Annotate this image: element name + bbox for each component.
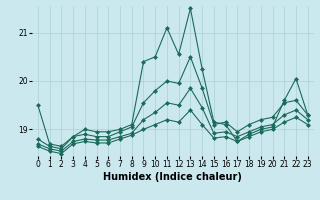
X-axis label: Humidex (Indice chaleur): Humidex (Indice chaleur) [103, 172, 242, 182]
